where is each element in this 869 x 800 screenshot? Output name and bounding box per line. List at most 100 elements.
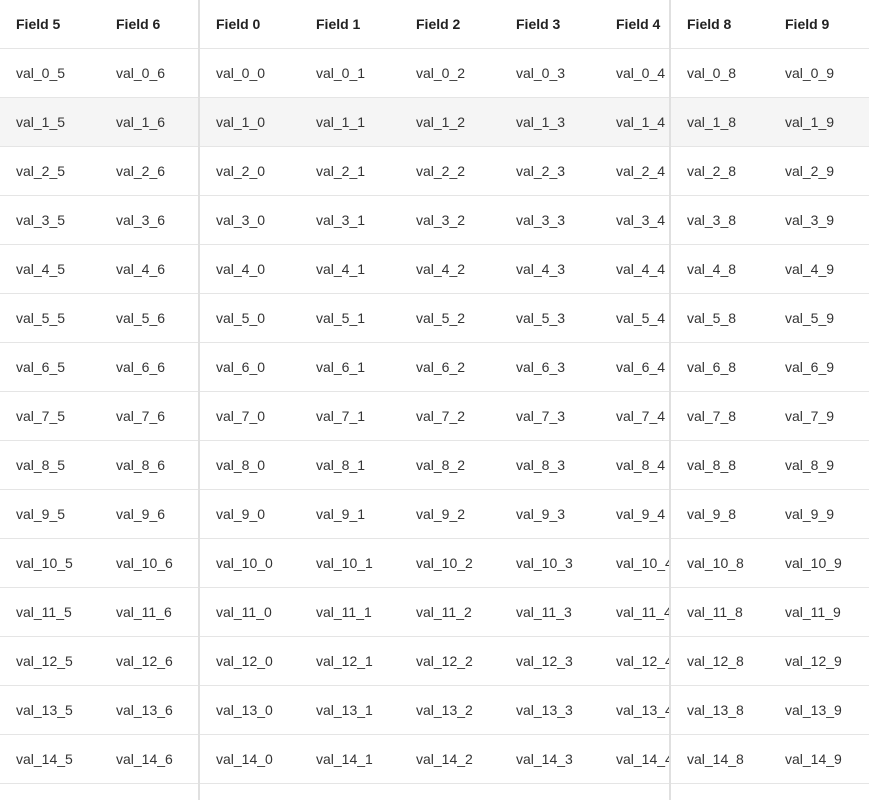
table-cell[interactable]: val_9_0 bbox=[216, 506, 266, 522]
table-cell[interactable]: val_0_2 bbox=[416, 65, 466, 81]
table-cell[interactable]: val_0_4 bbox=[616, 65, 666, 81]
table-cell[interactable]: val_14_0 bbox=[216, 751, 273, 767]
table-cell[interactable]: val_11_3 bbox=[516, 604, 572, 620]
table-cell[interactable]: val_6_2 bbox=[416, 359, 466, 375]
table-cell[interactable]: val_1_8 bbox=[687, 114, 737, 130]
table-row[interactable]: val_3_5 val_3_6 val_3_0 val_3_1 val_3_2 val_3… bbox=[0, 196, 869, 245]
table-cell[interactable]: val_7_3 bbox=[516, 408, 566, 424]
table-cell[interactable]: val_14_3 bbox=[516, 751, 573, 767]
table-cell[interactable] bbox=[600, 784, 670, 800]
table-cell[interactable]: val_1_2 bbox=[416, 114, 466, 130]
table-cell[interactable]: val_10_0 bbox=[216, 555, 273, 571]
table-cell[interactable]: val_5_0 bbox=[216, 310, 266, 326]
table-cell[interactable]: val_9_2 bbox=[416, 506, 466, 522]
table-row[interactable]: val_0_5 val_0_6 val_0_0 val_0_1 val_0_2 val_0… bbox=[0, 49, 869, 98]
table-cell[interactable]: val_13_0 bbox=[216, 702, 273, 718]
table-cell[interactable]: val_8_2 bbox=[416, 457, 466, 473]
table-cell[interactable]: val_13_4 bbox=[616, 702, 670, 718]
table-cell[interactable]: val_10_8 bbox=[687, 555, 744, 571]
table-cell[interactable]: val_12_0 bbox=[216, 653, 273, 669]
table-cell[interactable]: val_10_2 bbox=[416, 555, 473, 571]
table-row[interactable]: val_1_5 val_1_6 val_1_0 val_1_1 val_1_2 val_1… bbox=[0, 98, 869, 147]
table-cell[interactable]: val_12_8 bbox=[687, 653, 744, 669]
table-row[interactable]: val_9_5 val_9_6 val_9_0 val_9_1 val_9_2 val_9… bbox=[0, 490, 869, 539]
table-cell[interactable]: val_0_3 bbox=[516, 65, 566, 81]
table-cell[interactable]: val_8_5 bbox=[16, 457, 66, 473]
table-cell[interactable]: val_5_5 bbox=[16, 310, 66, 326]
table-cell[interactable]: val_9_3 bbox=[516, 506, 566, 522]
table-row[interactable]: val_14_5 val_14_6 val_14_0 val_14_1 val_14_2… bbox=[0, 735, 869, 784]
table-cell[interactable]: val_2_8 bbox=[687, 163, 737, 179]
table-row[interactable]: val_4_5 val_4_6 val_4_0 val_4_1 val_4_2 val_4… bbox=[0, 245, 869, 294]
table-cell[interactable]: val_14_4 bbox=[616, 751, 670, 767]
table-cell[interactable]: val_11_0 bbox=[216, 604, 272, 620]
column-header[interactable]: Field 4 bbox=[616, 16, 661, 32]
table-cell[interactable]: val_6_3 bbox=[516, 359, 566, 375]
table-cell[interactable]: val_14_9 bbox=[785, 751, 842, 767]
table-cell[interactable]: val_13_3 bbox=[516, 702, 573, 718]
table-cell[interactable]: val_11_5 bbox=[16, 604, 72, 620]
column-header[interactable]: Field 9 bbox=[785, 16, 830, 32]
table-cell[interactable]: val_13_2 bbox=[416, 702, 473, 718]
table-cell[interactable]: val_10_5 bbox=[16, 555, 73, 571]
table-cell[interactable]: val_4_4 bbox=[616, 261, 666, 277]
table-row[interactable]: val_10_5 val_10_6 val_10_0 val_10_1 val_10_2… bbox=[0, 539, 869, 588]
table-cell[interactable]: val_4_1 bbox=[316, 261, 366, 277]
table-cell[interactable]: val_5_6 bbox=[116, 310, 166, 326]
table-cell[interactable]: val_5_2 bbox=[416, 310, 466, 326]
table-cell[interactable]: val_9_1 bbox=[316, 506, 366, 522]
table-cell[interactable]: val_6_4 bbox=[616, 359, 666, 375]
table-row[interactable]: val_13_5 val_13_6 val_13_0 val_13_1 val_13_2… bbox=[0, 686, 869, 735]
table-cell[interactable] bbox=[300, 784, 400, 800]
table-cell[interactable]: val_3_2 bbox=[416, 212, 466, 228]
table-cell[interactable]: val_4_6 bbox=[116, 261, 166, 277]
table-cell[interactable]: val_6_5 bbox=[16, 359, 66, 375]
table-cell[interactable]: val_3_9 bbox=[785, 212, 835, 228]
table-cell[interactable]: val_11_2 bbox=[416, 604, 472, 620]
table-cell[interactable]: val_14_2 bbox=[416, 751, 473, 767]
table-cell[interactable]: val_9_8 bbox=[687, 506, 737, 522]
table-cell[interactable]: val_3_3 bbox=[516, 212, 566, 228]
column-header[interactable]: Field 1 bbox=[316, 16, 361, 32]
table-cell[interactable]: val_7_0 bbox=[216, 408, 266, 424]
column-header[interactable]: Field 0 bbox=[216, 16, 261, 32]
table-cell[interactable]: val_4_9 bbox=[785, 261, 835, 277]
table-cell[interactable]: val_11_6 bbox=[116, 604, 172, 620]
table-cell[interactable] bbox=[100, 784, 200, 800]
table-cell[interactable]: val_8_4 bbox=[616, 457, 666, 473]
table-cell[interactable]: val_11_9 bbox=[785, 604, 841, 620]
table-cell[interactable]: val_10_4 bbox=[616, 555, 670, 571]
table-cell[interactable]: val_2_2 bbox=[416, 163, 466, 179]
table-cell[interactable]: val_9_5 bbox=[16, 506, 66, 522]
table-cell[interactable]: val_9_9 bbox=[785, 506, 835, 522]
table-cell[interactable]: val_9_6 bbox=[116, 506, 166, 522]
table-cell[interactable]: val_1_6 bbox=[116, 114, 166, 130]
table-cell[interactable] bbox=[400, 784, 500, 800]
table-cell[interactable]: val_4_0 bbox=[216, 261, 266, 277]
table-cell[interactable]: val_7_2 bbox=[416, 408, 466, 424]
table-cell[interactable]: val_1_9 bbox=[785, 114, 835, 130]
table-cell[interactable] bbox=[769, 784, 869, 800]
table-cell[interactable]: val_2_0 bbox=[216, 163, 266, 179]
table-cell[interactable] bbox=[500, 784, 600, 800]
table-cell[interactable]: val_12_1 bbox=[316, 653, 373, 669]
table-cell[interactable]: val_2_6 bbox=[116, 163, 166, 179]
table-cell[interactable]: val_10_9 bbox=[785, 555, 842, 571]
table-cell[interactable]: val_7_6 bbox=[116, 408, 166, 424]
table-cell[interactable]: val_6_9 bbox=[785, 359, 835, 375]
table-cell[interactable]: val_12_3 bbox=[516, 653, 573, 669]
table-cell[interactable]: val_3_0 bbox=[216, 212, 266, 228]
table-cell[interactable]: val_1_1 bbox=[316, 114, 366, 130]
table-cell[interactable]: val_7_5 bbox=[16, 408, 66, 424]
table-row[interactable]: val_7_5 val_7_6 val_7_0 val_7_1 val_7_2 val_7… bbox=[0, 392, 869, 441]
table-cell[interactable] bbox=[0, 784, 100, 800]
table-cell[interactable]: val_2_1 bbox=[316, 163, 366, 179]
table-cell[interactable]: val_3_5 bbox=[16, 212, 66, 228]
table-cell[interactable]: val_12_5 bbox=[16, 653, 73, 669]
table-cell[interactable]: val_13_5 bbox=[16, 702, 73, 718]
table-cell[interactable]: val_1_3 bbox=[516, 114, 566, 130]
column-header[interactable]: Field 5 bbox=[16, 16, 61, 32]
table-cell[interactable]: val_10_1 bbox=[316, 555, 373, 571]
table-cell[interactable]: val_12_4 bbox=[616, 653, 670, 669]
table-cell[interactable]: val_4_5 bbox=[16, 261, 66, 277]
